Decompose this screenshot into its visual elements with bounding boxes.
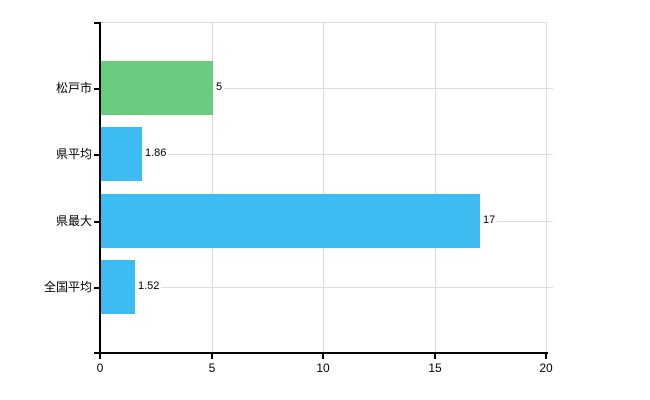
x-tick-label: 0 — [96, 361, 104, 375]
bar-value-label: 17 — [481, 214, 498, 227]
category-gridline — [100, 88, 553, 89]
category-gridline — [100, 287, 553, 288]
x-gridline — [435, 22, 436, 353]
x-axis-tick — [99, 354, 101, 359]
y-axis-tick — [94, 154, 100, 156]
y-axis-tick — [94, 22, 100, 24]
bar-1 — [101, 127, 142, 181]
category-label: 全国平均 — [43, 280, 92, 294]
category-gridline — [100, 154, 553, 155]
category-label: 県平均 — [55, 147, 92, 161]
bar-3 — [101, 260, 135, 314]
bar-value-label: 5 — [214, 81, 225, 94]
category-label: 県最大 — [55, 214, 92, 228]
y-axis-tick — [94, 221, 100, 223]
y-axis-tick — [94, 287, 100, 289]
x-tick-label: 10 — [316, 361, 330, 375]
x-gridline — [212, 22, 213, 353]
x-gridline — [323, 22, 324, 353]
x-axis-tick — [434, 354, 436, 359]
category-label: 松戸市 — [55, 81, 92, 95]
x-axis-tick — [545, 354, 547, 359]
x-axis-tick — [211, 354, 213, 359]
bar-2 — [101, 194, 480, 248]
x-axis-tick — [322, 354, 324, 359]
x-tick-label: 20 — [539, 361, 553, 375]
y-axis-tick — [94, 88, 100, 90]
y-axis-line — [99, 22, 101, 353]
bar-0 — [101, 61, 213, 115]
x-axis-line — [94, 352, 548, 354]
x-tick-label: 5 — [208, 361, 216, 375]
bar-value-label: 1.86 — [143, 147, 169, 160]
x-gridline — [546, 22, 547, 353]
x-tick-label: 15 — [428, 361, 442, 375]
bar-value-label: 1.52 — [136, 280, 162, 293]
